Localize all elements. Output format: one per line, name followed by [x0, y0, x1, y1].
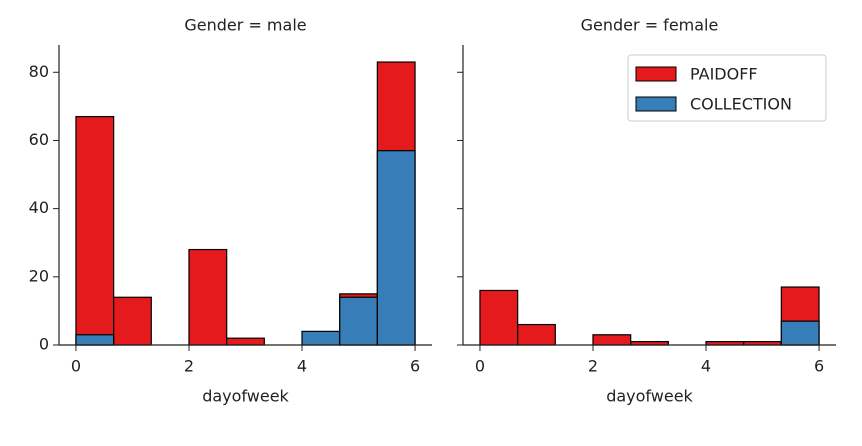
bar — [479, 289, 519, 346]
x-tick-label: 4 — [297, 357, 307, 376]
bar — [339, 296, 378, 346]
bar — [780, 320, 820, 346]
y-tick-label: 80 — [29, 62, 49, 81]
bar — [301, 330, 341, 346]
x-tick-label: 2 — [588, 357, 598, 376]
bar — [592, 334, 632, 346]
y-tick-label: 60 — [29, 130, 49, 149]
x-tick-label: 2 — [184, 357, 194, 376]
legend-label: COLLECTION — [690, 95, 792, 114]
panel-title: Gender = male — [184, 16, 306, 35]
legend-swatch — [635, 96, 677, 112]
x-tick-label: 6 — [814, 357, 824, 376]
panel-title: Gender = female — [581, 16, 719, 35]
y-tick-label: 20 — [29, 266, 49, 285]
x-tick-label: 4 — [701, 357, 711, 376]
bar — [113, 296, 152, 346]
x-tick-label: 6 — [410, 357, 420, 376]
x-tick-label: 0 — [475, 357, 485, 376]
legend-frame — [627, 54, 827, 122]
y-tick-label: 40 — [29, 198, 49, 217]
x-axis-label: dayofweek — [202, 387, 289, 406]
bar — [376, 150, 416, 346]
legend-swatch — [635, 66, 677, 82]
bar — [75, 115, 115, 346]
x-tick-label: 0 — [71, 357, 81, 376]
bar — [188, 248, 228, 346]
legend-label: PAIDOFF — [690, 65, 758, 84]
x-axis-label: dayofweek — [606, 387, 693, 406]
y-tick-label: 0 — [39, 335, 49, 354]
bar — [517, 323, 556, 346]
bar — [75, 334, 115, 346]
legend: PAIDOFF COLLECTION — [627, 54, 827, 122]
bar — [226, 337, 265, 346]
